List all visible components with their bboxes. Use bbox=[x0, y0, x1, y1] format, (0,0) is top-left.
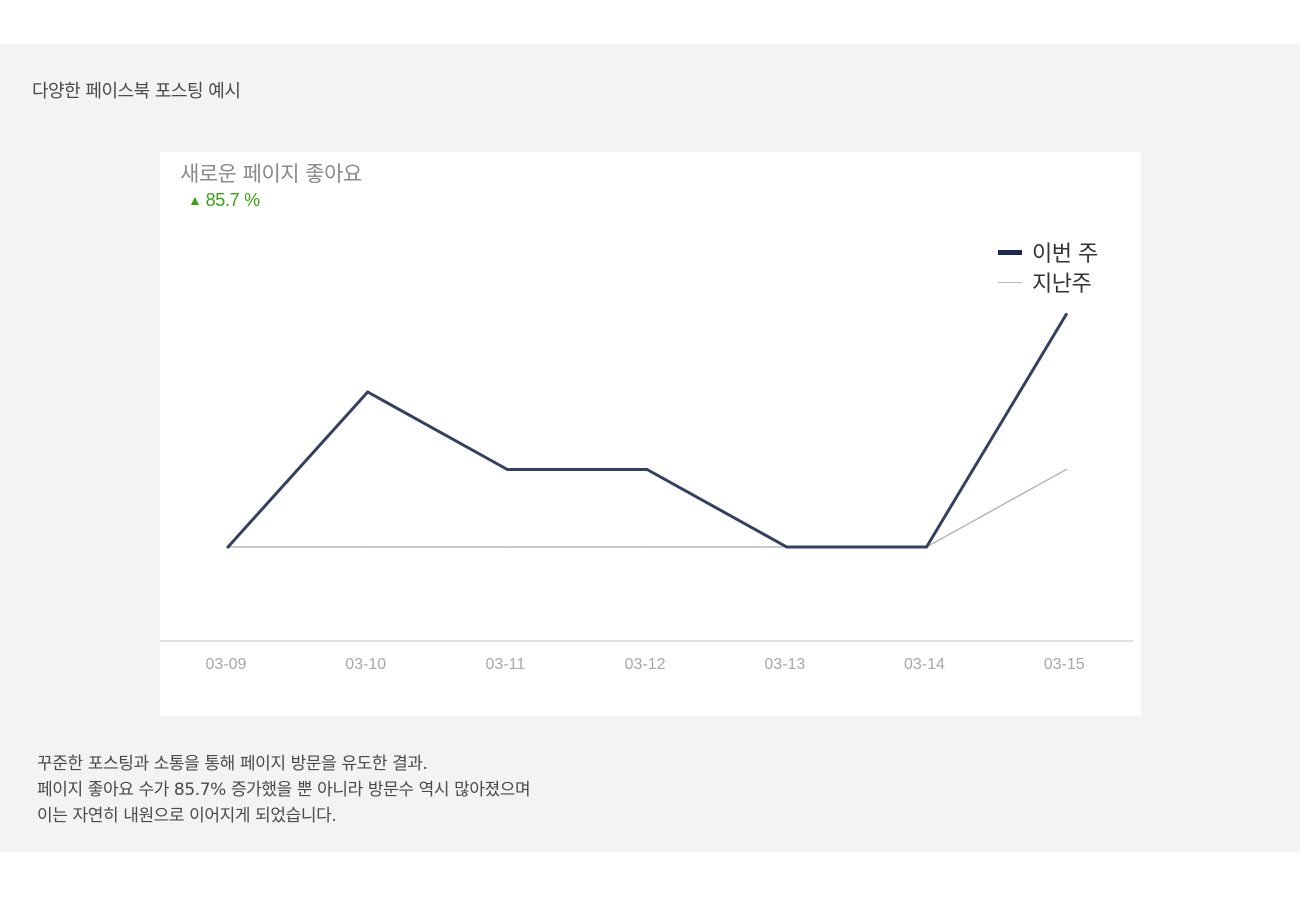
legend-label-this-week: 이번 주 bbox=[1032, 242, 1098, 267]
change-indicator: ▲ 85.7 % bbox=[188, 190, 260, 211]
x-tick-label: 03-12 bbox=[625, 656, 666, 673]
description-line: 페이지 좋아요 수가 85.7% 증가했을 뿐 아니라 방문수 역시 많아졌으며 bbox=[37, 780, 531, 800]
chart-title: 새로운 페이지 좋아요 bbox=[180, 162, 362, 186]
change-value: 85.7 % bbox=[205, 190, 261, 210]
legend-label-last-week: 지난주 bbox=[1032, 272, 1092, 297]
data-point-last-week bbox=[506, 546, 509, 548]
x-tick-label: 03-09 bbox=[206, 656, 247, 673]
content-panel: 다양한 페이스북 포스팅 예시 새로운 페이지 좋아요 ▲ 85.7 % 03-0… bbox=[0, 44, 1300, 852]
x-tick-label: 03-15 bbox=[1044, 656, 1085, 673]
x-tick-label: 03-14 bbox=[904, 656, 945, 673]
x-tick-label: 03-13 bbox=[764, 656, 805, 673]
x-tick-label: 03-11 bbox=[486, 656, 526, 673]
section-title: 다양한 페이스북 포스팅 예시 bbox=[32, 81, 241, 102]
legend-item-last-week: 지난주 bbox=[998, 267, 1098, 297]
legend-swatch-last-week bbox=[998, 281, 1022, 283]
data-point-this-week bbox=[785, 545, 789, 549]
data-point-this-week bbox=[366, 390, 370, 394]
line-chart: 03-09 03-10 03-11 03-12 03-13 03-14 03-15 bbox=[160, 313, 1133, 673]
legend-swatch-this-week bbox=[998, 249, 1022, 255]
data-point-this-week bbox=[226, 545, 230, 549]
result-description: 꾸준한 포스팅과 소통을 통해 페이지 방문을 유도한 결과. 페이지 좋아요 … bbox=[37, 751, 531, 829]
chart-legend: 이번 주 지난주 bbox=[998, 237, 1098, 297]
up-arrow-icon: ▲ bbox=[188, 192, 202, 208]
data-point-last-week bbox=[366, 546, 369, 548]
description-line: 꾸준한 포스팅과 소통을 통해 페이지 방문을 유도한 결과. bbox=[37, 754, 428, 774]
legend-item-this-week: 이번 주 bbox=[998, 237, 1098, 267]
data-point-last-week bbox=[1065, 468, 1067, 471]
data-point-this-week bbox=[1064, 313, 1068, 316]
data-point-this-week bbox=[925, 545, 928, 549]
series-line-last-week bbox=[227, 468, 1067, 548]
data-point-this-week bbox=[645, 468, 649, 471]
data-point-last-week bbox=[646, 546, 648, 548]
series-line-this-week bbox=[226, 313, 1068, 549]
x-tick-label: 03-10 bbox=[345, 656, 386, 673]
chart-card: 새로운 페이지 좋아요 ▲ 85.7 % 03-09 03-10 03-11 03-12… bbox=[160, 152, 1141, 716]
data-point-this-week bbox=[505, 468, 509, 471]
description-line: 이는 자연히 내원으로 이어지게 되었습니다. bbox=[37, 806, 337, 826]
